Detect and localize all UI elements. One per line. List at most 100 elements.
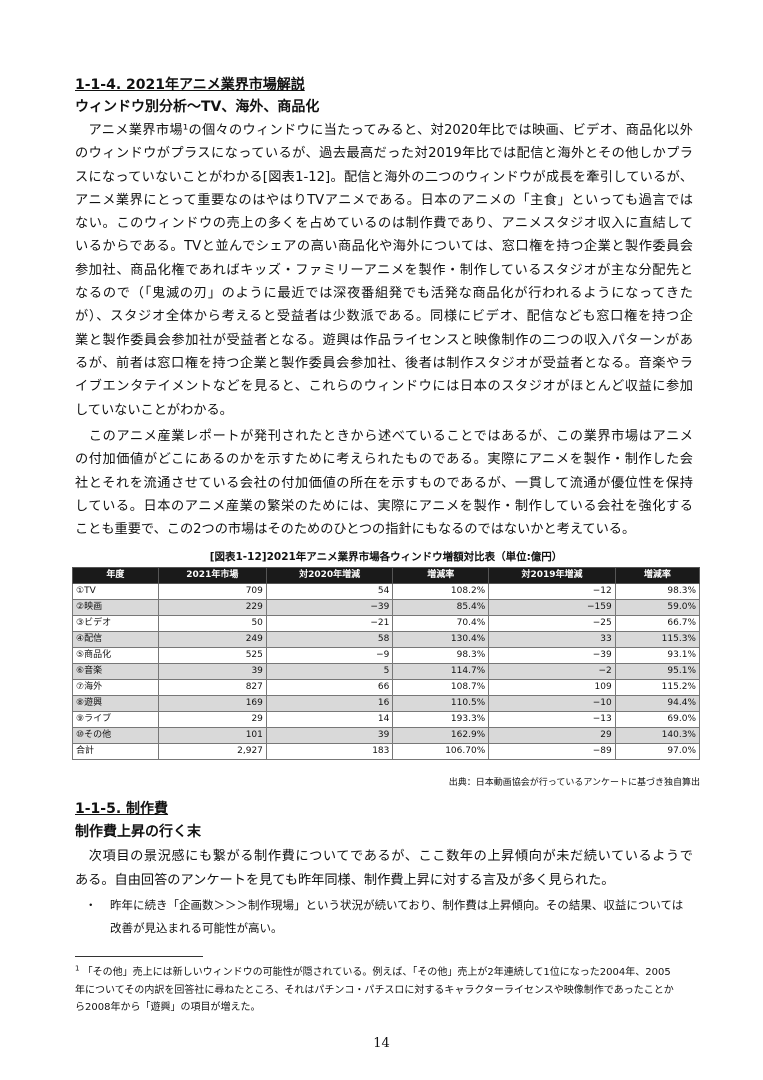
text-line: スになっていないことがわかる[図表1-12]。配信と海外の二つのウィンドウが成長… bbox=[75, 169, 693, 185]
text-line: イブエンタテイメントなどを見ると、これらのウィンドウには日本のスタジオがほとんど… bbox=[75, 379, 693, 395]
column-header: 対2019年増減 bbox=[488, 567, 616, 584]
table-cell: 169 bbox=[157, 695, 267, 712]
market-table: 年度 2021年市場 対2020年増減 増減率 対2019年増減 増減率 ①TV 709 54… bbox=[72, 567, 701, 760]
table-cell: 39 bbox=[265, 727, 394, 744]
text-line: 社とそれを流通させている会社の付加価値の所在を示すものであるが、一貫して流通が優… bbox=[75, 475, 693, 491]
text-line: ある。自由回答のアンケートを見ても昨年同様、制作費上昇に対する言及が多く見られた… bbox=[75, 873, 615, 888]
table-cell: 115.3% bbox=[614, 631, 701, 648]
table-cell: −21 bbox=[265, 615, 394, 632]
table-cell: 66 bbox=[265, 679, 394, 696]
column-header: 対2020年増減 bbox=[265, 567, 394, 584]
text-line: 次項目の景況感にも繋がる制作費についてであるが、ここ数年の上昇傾向が未だ続いてい… bbox=[75, 849, 693, 864]
section-heading: 1-1-4. 2021年アニメ業界市場解説 bbox=[75, 77, 305, 93]
table-cell: 709 bbox=[157, 583, 267, 600]
text-line: 業と製作委員会参加社が受益者となる。遊興は作品ライセンスと映像制作の二つの収入パ… bbox=[75, 332, 693, 348]
bullet-item: ・ 昨年に続き「企画数＞＞＞制作現場」という状況が続いており、制作費は上昇傾向。… bbox=[85, 894, 684, 940]
table-cell: −13 bbox=[488, 711, 616, 728]
table-cell: ①TV bbox=[72, 583, 159, 600]
table-cell: 193.3% bbox=[392, 711, 490, 728]
table-cell: 合計 bbox=[72, 743, 159, 760]
table-cell: ⑦海外 bbox=[72, 679, 159, 696]
table-cell: 114.7% bbox=[392, 663, 490, 680]
text-line: このアニメ産業レポートが発刊されたときから述べていることではあるが、この業界市場… bbox=[75, 429, 693, 444]
table-cell: ⑥音楽 bbox=[72, 663, 159, 680]
table-cell: −159 bbox=[488, 599, 616, 616]
bullet-mark: ・ bbox=[85, 898, 97, 912]
text-line: している。日本のアニメ産業の繁栄のためには、実際にアニメを製作・制作している会社… bbox=[75, 498, 693, 514]
table-cell: 33 bbox=[488, 631, 616, 648]
text-line: 参加社、商品化権であればキッズ・ファミリーアニメを製作・制作しているスタジオが主… bbox=[75, 262, 693, 278]
table-cell: 183 bbox=[265, 743, 394, 760]
table-cell: −9 bbox=[265, 647, 394, 664]
table-cell: ②映画 bbox=[72, 599, 159, 616]
text-line: が）、スタジオ全体から考えると受益者は少数派である。同様にビデオ、配信なども窓口… bbox=[75, 309, 693, 325]
section-subheading: ウィンドウ別分析～TV、海外、商品化 bbox=[75, 99, 320, 115]
section-subheading-2: 制作費上昇の行く末 bbox=[75, 824, 201, 840]
footnote: 1 「その他」売上には新しいウィンドウの可能性が隠されている。例えば、「その他」… bbox=[75, 964, 695, 1017]
table-row: ⑤商品化 525 −9 98.3% −39 93.1% bbox=[72, 647, 701, 664]
table-cell: −2 bbox=[488, 663, 616, 680]
table-cell: ⑨ライブ bbox=[72, 711, 159, 728]
table-cell: 98.3% bbox=[614, 583, 701, 600]
table-cell: 109 bbox=[488, 679, 616, 696]
paragraph-1: アニメ業界市場¹の個々のウィンドウに当たってみると、対2020年比では映画、ビデ… bbox=[75, 119, 693, 422]
table-cell: 130.4% bbox=[392, 631, 490, 648]
table-cell: 115.2% bbox=[614, 679, 701, 696]
table-caption: [図表1-12]2021年アニメ業界市場各ウィンドウ増額対比表（単位:億円） bbox=[209, 551, 563, 563]
text-line: るが、前者は窓口権を持つ企業と製作委員会参加社、後者は制作スタジオが受益者となる… bbox=[75, 355, 693, 371]
text-line: の付加価値がどこにあるのかを示すために考えられたものである。実際にアニメを製作・… bbox=[75, 452, 693, 468]
text-line: アニメ業界市場¹の個々のウィンドウに当たってみると、対2020年比では映画、ビデ… bbox=[75, 123, 694, 138]
footnote-line: 「その他」売上には新しいウィンドウの可能性が隠されている。例えば、「その他」売上… bbox=[82, 967, 671, 978]
text-line: ことも重要で、この2つの市場はそのためのひとつの指針にもなるのではないかと考えて… bbox=[75, 522, 636, 538]
table-cell: 39 bbox=[157, 663, 267, 680]
text-line: していないことがわかる。 bbox=[75, 402, 233, 418]
table-cell: 827 bbox=[157, 679, 267, 696]
table-cell: 98.3% bbox=[392, 647, 490, 664]
table-cell: −12 bbox=[488, 583, 616, 600]
table-cell: −10 bbox=[488, 695, 616, 712]
table-row: ①TV 709 54 108.2% −12 98.3% bbox=[72, 583, 701, 600]
table-cell: 249 bbox=[157, 631, 267, 648]
table-cell: 162.9% bbox=[392, 727, 490, 744]
column-header: 年度 bbox=[72, 567, 159, 584]
table-cell: 58 bbox=[265, 631, 394, 648]
paragraph-3: 次項目の景況感にも繋がる制作費についてであるが、ここ数年の上昇傾向が未だ続いてい… bbox=[75, 845, 693, 893]
table-cell: −25 bbox=[488, 615, 616, 632]
text-line: なるので（「鬼滅の刃」のように最近では深夜番組発でも活発な商品化が行われるように… bbox=[75, 286, 693, 302]
table-cell: 110.5% bbox=[392, 695, 490, 712]
column-header: 増減率 bbox=[392, 567, 490, 584]
bullet-line: 昨年に続き「企画数＞＞＞制作現場」という状況が続いており、制作費は上昇傾向。その… bbox=[110, 898, 684, 912]
bullet-line: 改善が見込まれる可能性が高い。 bbox=[110, 921, 283, 935]
table-cell: 14 bbox=[265, 711, 394, 728]
table-cell: 108.2% bbox=[392, 583, 490, 600]
table-cell: 95.1% bbox=[614, 663, 701, 680]
table-cell: 5 bbox=[265, 663, 394, 680]
table-row: ⑨ライブ 29 14 193.3% −13 69.0% bbox=[72, 711, 701, 728]
table-cell: 29 bbox=[157, 711, 267, 728]
table-cell: ④配信 bbox=[72, 631, 159, 648]
table-cell: 50 bbox=[157, 615, 267, 632]
table-cell: ⑧遊興 bbox=[72, 695, 159, 712]
text-line: いるからである。TVと並んでシェアの高い商品化や海外については、窓口権を持つ企業… bbox=[75, 239, 693, 255]
table-cell: 525 bbox=[157, 647, 267, 664]
table-cell: 93.1% bbox=[614, 647, 701, 664]
text-line: アニメ業界にとって重要なのはやはりTVアニメである。日本のアニメの「主食」といっ… bbox=[75, 192, 693, 208]
table-cell: −39 bbox=[488, 647, 616, 664]
table-row: ②映画 229 −39 85.4% −159 59.0% bbox=[72, 599, 701, 616]
table-cell: 94.4% bbox=[614, 695, 701, 712]
table-source: 出典：日本動画協会が行っているアンケートに基づき独自算出 bbox=[448, 778, 700, 788]
table-cell: ③ビデオ bbox=[72, 615, 159, 632]
table-cell: 106.70% bbox=[392, 743, 490, 760]
column-header: 2021年市場 bbox=[157, 567, 267, 584]
footnote-line: ら2008年から「遊興」の項目が増えた。 bbox=[75, 1002, 261, 1013]
table-cell: ⑤商品化 bbox=[72, 647, 159, 664]
table-cell: 70.4% bbox=[392, 615, 490, 632]
table-cell: ⑩その他 bbox=[72, 727, 159, 744]
table-cell: 108.7% bbox=[392, 679, 490, 696]
table-cell: 66.7% bbox=[614, 615, 701, 632]
table-row: ⑧遊興 169 16 110.5% −10 94.4% bbox=[72, 695, 701, 712]
paragraph-2: このアニメ産業レポートが発刊されたときから述べていることではあるが、この業界市場… bbox=[75, 425, 693, 541]
table-cell: 69.0% bbox=[614, 711, 701, 728]
table-cell: 85.4% bbox=[392, 599, 490, 616]
table-cell: 97.0% bbox=[614, 743, 701, 760]
